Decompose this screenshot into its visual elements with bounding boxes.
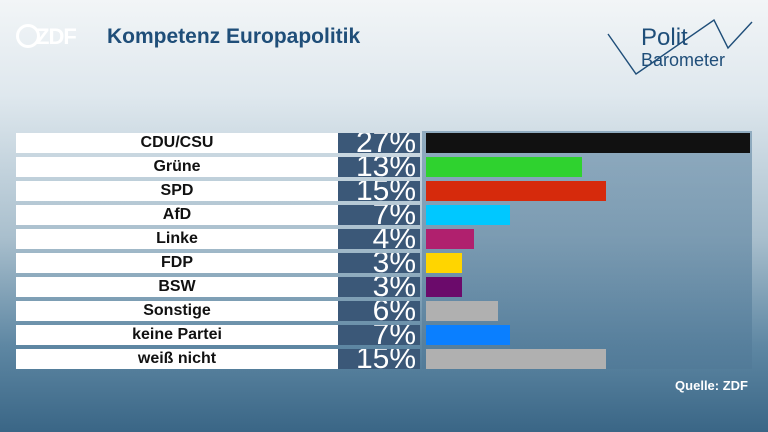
- value-label: 13%: [338, 157, 420, 177]
- category-label: AfD: [16, 205, 338, 225]
- value-label: 7%: [338, 325, 420, 345]
- bar: [426, 205, 510, 225]
- politbarometer-word2: Barometer: [641, 50, 726, 70]
- value-label: 7%: [338, 205, 420, 225]
- bar: [426, 325, 510, 345]
- value-label: 3%: [338, 277, 420, 297]
- bar-row: Grüne 13%: [16, 157, 752, 177]
- bar: [426, 301, 498, 321]
- bar: [426, 277, 462, 297]
- category-label: Sonstige: [16, 301, 338, 321]
- category-label: weiß nicht: [16, 349, 338, 369]
- category-label: SPD: [16, 181, 338, 201]
- value-label: 15%: [338, 181, 420, 201]
- zdf-logo: ZDF: [16, 22, 77, 52]
- politbarometer-word1: Polit: [641, 24, 688, 51]
- bar-row: CDU/CSU 27%: [16, 133, 752, 153]
- source-note: Quelle: ZDF: [675, 378, 748, 393]
- politbarometer-logo: Polit Barometer: [606, 16, 756, 76]
- value-label: 6%: [338, 301, 420, 321]
- bar: [426, 253, 462, 273]
- bar: [426, 349, 606, 369]
- bar: [426, 157, 582, 177]
- politbarometer-line-icon: [607, 18, 753, 75]
- value-label: 15%: [338, 349, 420, 369]
- bar: [426, 181, 606, 201]
- bar-row: Sonstige 6%: [16, 301, 752, 321]
- category-label: FDP: [16, 253, 338, 273]
- category-label: BSW: [16, 277, 338, 297]
- chart-title: Kompetenz Europapolitik: [107, 25, 361, 48]
- bar-row: weiß nicht 15%: [16, 349, 752, 369]
- bar: [426, 229, 474, 249]
- bar-row: AfD 7%: [16, 205, 752, 225]
- value-label: 27%: [338, 133, 420, 153]
- bar-row: FDP 3%: [16, 253, 752, 273]
- category-label: keine Partei: [16, 325, 338, 345]
- category-label: Linke: [16, 229, 338, 249]
- value-label: 3%: [338, 253, 420, 273]
- bar-row: Linke 4%: [16, 229, 752, 249]
- zdf-logo-text: ZDF: [36, 24, 77, 49]
- bar-row: keine Partei 7%: [16, 325, 752, 345]
- zdf-logo-ring-icon: [16, 24, 40, 48]
- category-label: CDU/CSU: [16, 133, 338, 153]
- bar-row: SPD 15%: [16, 181, 752, 201]
- category-label: Grüne: [16, 157, 338, 177]
- value-label: 4%: [338, 229, 420, 249]
- bar-row: BSW 3%: [16, 277, 752, 297]
- bar: [426, 133, 750, 153]
